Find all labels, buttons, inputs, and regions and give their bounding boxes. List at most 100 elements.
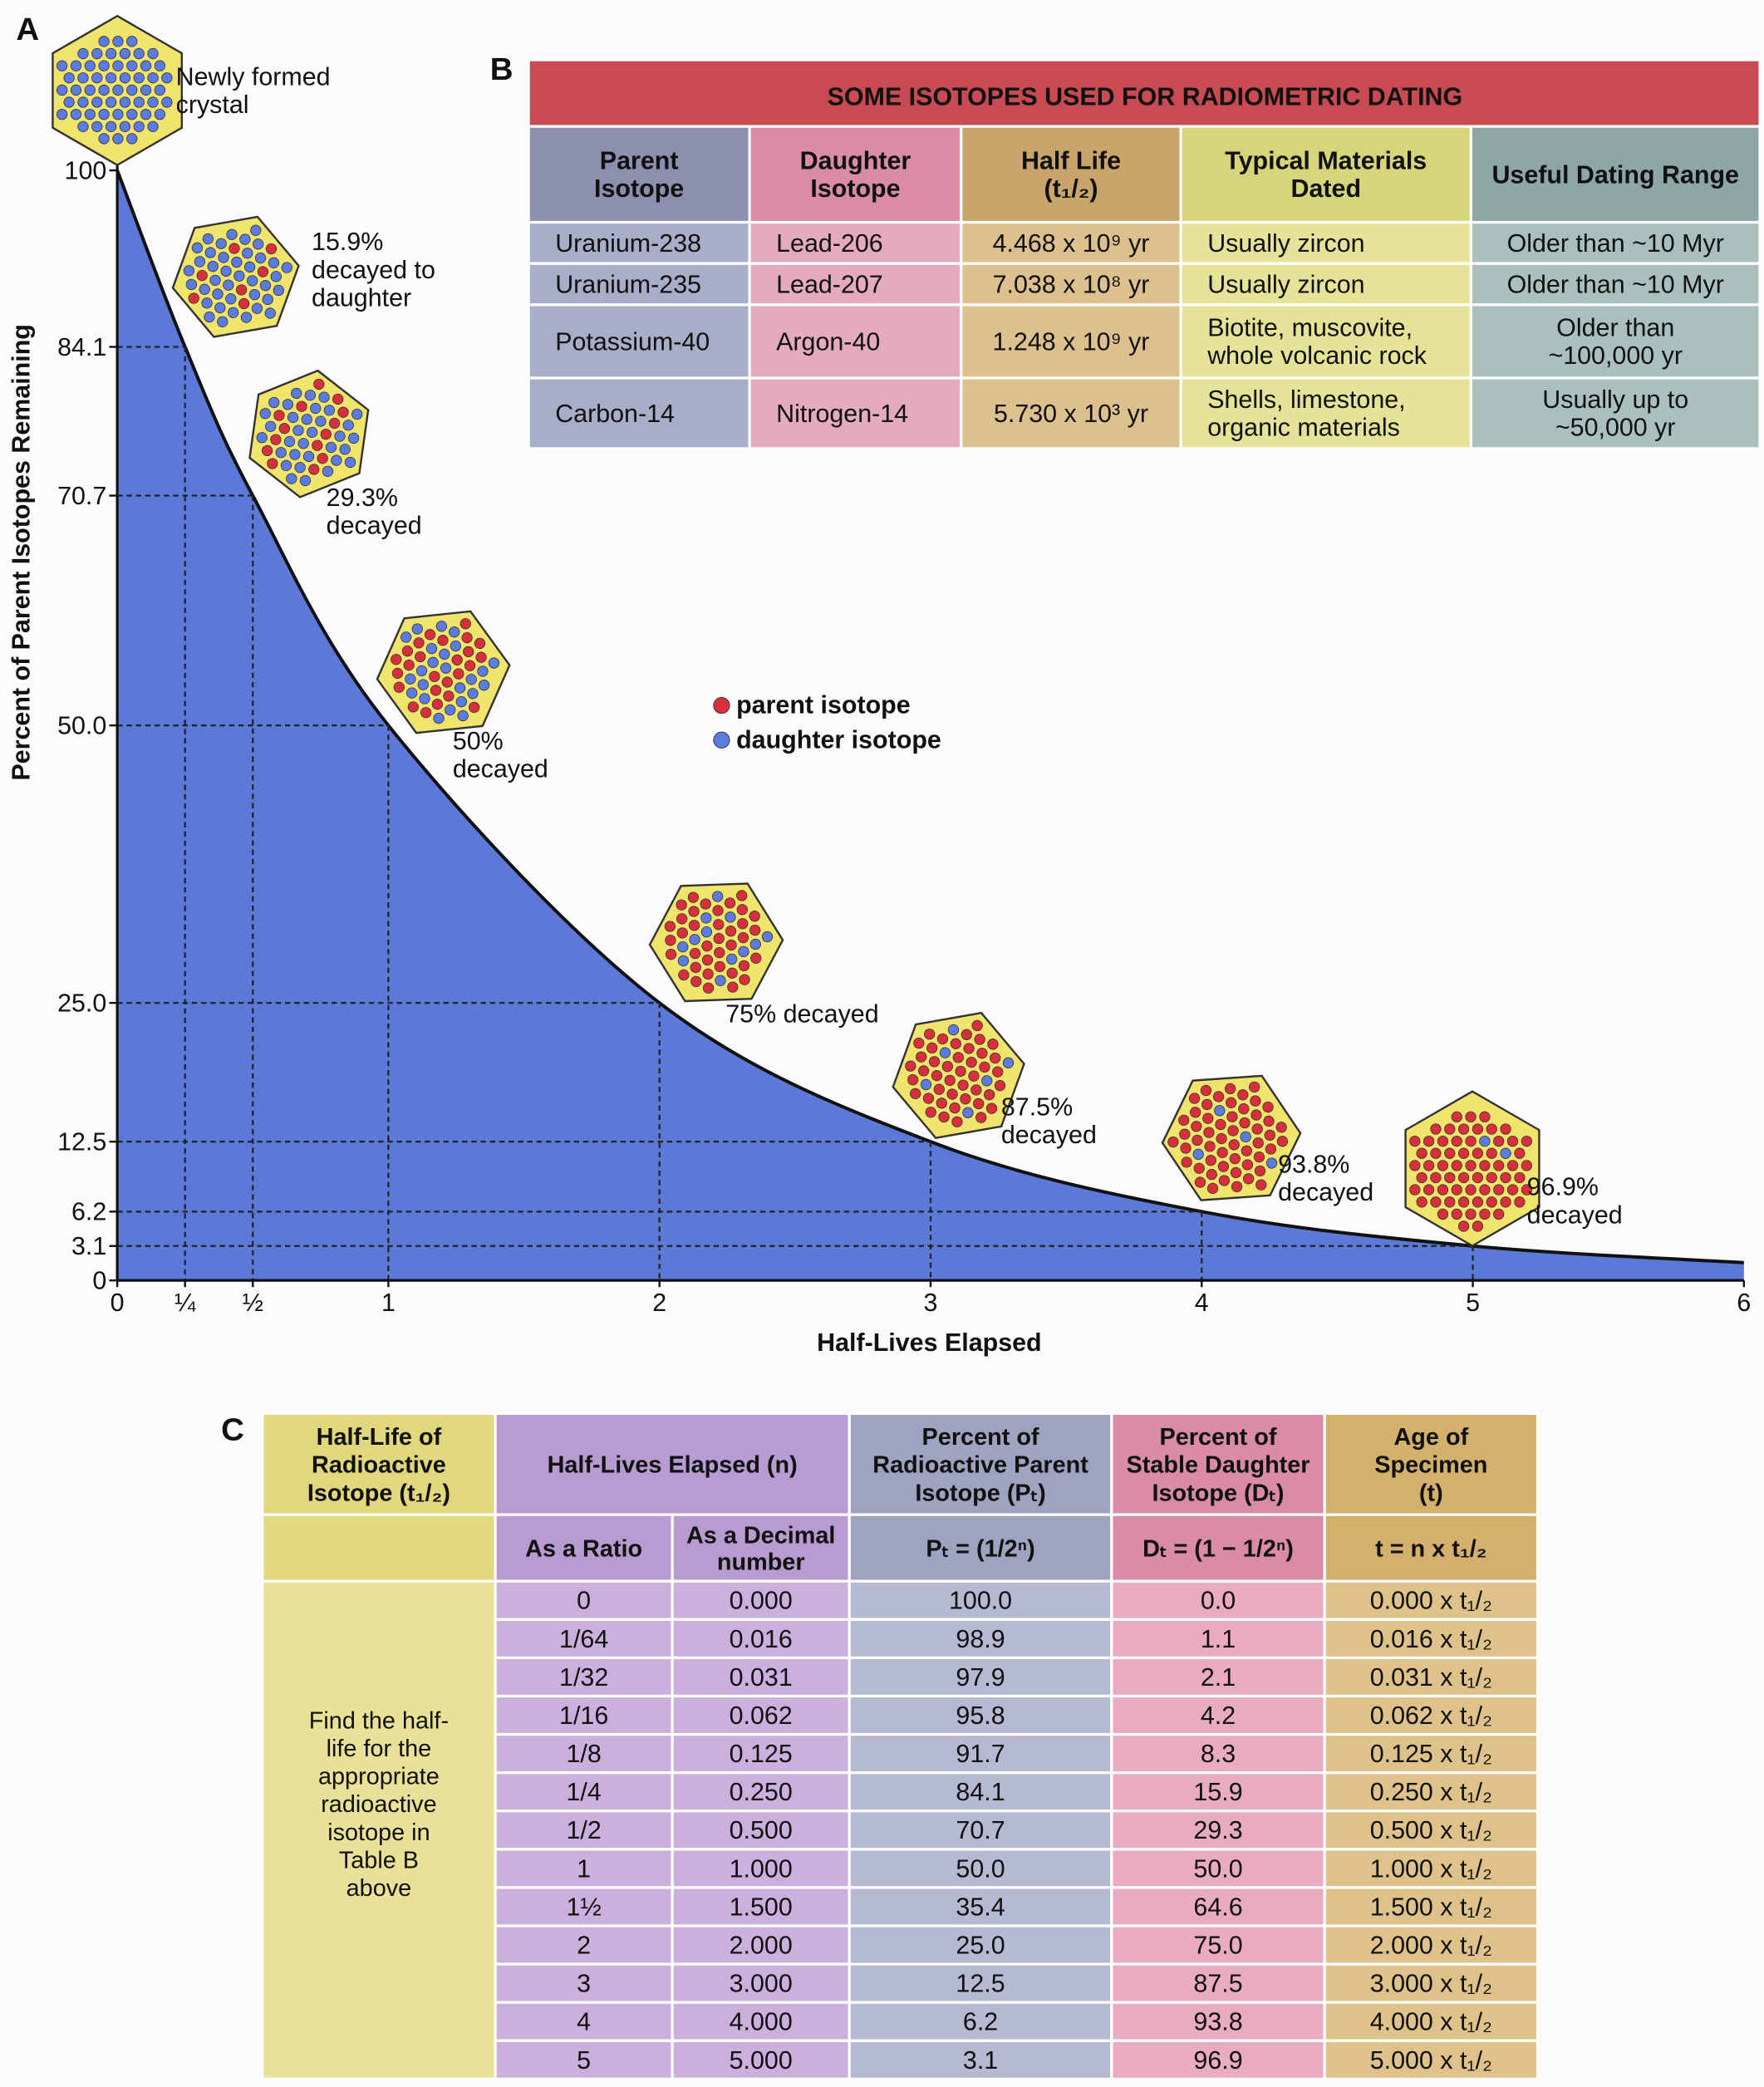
- cell-text: Carbon-14: [555, 400, 675, 428]
- isotope-dot: [944, 1074, 956, 1087]
- cell-text: 0.016 x t₁/₂: [1370, 1625, 1492, 1653]
- isotope-dot: [282, 399, 294, 410]
- cell-text: Argon-40: [776, 327, 880, 356]
- isotope-dot: [474, 637, 486, 650]
- isotope-dot: [700, 898, 711, 910]
- table-cell: [494, 1656, 674, 1698]
- isotope-dot: [440, 662, 452, 674]
- annotation: 87.5%: [1001, 1093, 1073, 1122]
- isotope-dot: [420, 707, 432, 719]
- cell-text: Uranium-238: [555, 229, 701, 258]
- column-header: Specimen: [1374, 1452, 1487, 1479]
- isotope-dot: [465, 674, 477, 685]
- panel-letter: A: [16, 12, 39, 47]
- isotope-dot: [185, 278, 198, 291]
- isotope-dot: [1192, 1134, 1203, 1147]
- isotope-dot: [77, 72, 89, 84]
- note-text: life for the: [327, 1736, 432, 1762]
- isotope-dot: [975, 1112, 987, 1123]
- table-cell: [1323, 1810, 1540, 1851]
- cell-text: 7.038 x 10⁸ yr: [993, 270, 1150, 298]
- annotation: daughter: [312, 283, 411, 312]
- isotope-dot: [676, 927, 688, 939]
- isotope-dot: [405, 673, 416, 685]
- isotope-dot: [1437, 1135, 1449, 1147]
- isotope-dot: [119, 120, 131, 133]
- isotope-dot: [469, 701, 480, 714]
- isotope-dot: [689, 947, 701, 960]
- header-cell: [848, 1412, 1113, 1516]
- cell-text: 8.3: [1201, 1740, 1236, 1768]
- isotope-dot: [1465, 1184, 1477, 1196]
- isotope-dot: [315, 415, 327, 427]
- isotope-dot: [1500, 1196, 1511, 1208]
- isotope-dot: [154, 84, 166, 96]
- isotope-dot: [204, 311, 215, 323]
- isotope-dot: [1437, 1208, 1449, 1220]
- isotope-dot: [1423, 1184, 1435, 1196]
- isotope-dot: [439, 648, 450, 660]
- isotope-dot: [920, 1078, 932, 1091]
- isotope-dot: [289, 449, 301, 460]
- isotope-dot: [1451, 1135, 1462, 1147]
- cell-text: 5.000 x t₁/₂: [1370, 2046, 1492, 2075]
- isotope-dot: [1190, 1107, 1201, 1118]
- isotope-dot: [244, 261, 256, 273]
- cell-text: 2.000: [730, 1931, 793, 1959]
- subheader: Pₜ = (1/2ⁿ): [926, 1536, 1034, 1563]
- isotope-dot: [1265, 1157, 1278, 1169]
- isotope-dot: [443, 690, 455, 702]
- cell-text: 3.000 x t₁/₂: [1370, 1970, 1492, 1998]
- isotope-dot: [1192, 1148, 1204, 1160]
- table-cell: [1323, 1848, 1540, 1889]
- isotope-dot: [1231, 1181, 1243, 1193]
- isotope-dot: [1249, 1081, 1260, 1093]
- isotope-dot: [1409, 1184, 1421, 1196]
- isotope-dot: [701, 940, 713, 952]
- note-text: isotope in: [327, 1819, 430, 1846]
- table-cell: [1323, 1924, 1540, 1966]
- note-text: radioactive: [321, 1791, 436, 1818]
- table-cell: [494, 1694, 674, 1736]
- isotope-dot: [461, 631, 473, 644]
- isotope-dot: [225, 293, 237, 305]
- cell-text: 2.000 x t₁/₂: [1370, 1931, 1492, 1959]
- isotope-dot: [147, 47, 159, 60]
- isotope-dot: [256, 432, 268, 444]
- isotope-dot: [70, 108, 82, 120]
- column-header: Radioactive: [312, 1452, 446, 1479]
- note-text: Table B: [339, 1847, 419, 1873]
- subheader-cell: [671, 1513, 851, 1583]
- isotope-dot: [1226, 1097, 1237, 1108]
- isotope-dot: [726, 953, 738, 965]
- isotope-dot: [450, 640, 462, 652]
- isotope-dot: [1255, 1179, 1267, 1191]
- isotope-dot: [207, 261, 219, 273]
- table-cell: [1323, 1694, 1540, 1736]
- isotope-dot: [1457, 1147, 1470, 1159]
- isotope-dot: [140, 84, 152, 96]
- isotope-dot: [140, 60, 152, 71]
- isotope-dot: [1254, 1165, 1266, 1177]
- isotope-dot: [725, 939, 737, 951]
- isotope-dot: [183, 265, 195, 277]
- isotope-dot: [665, 935, 676, 946]
- isotope-dot: [1451, 1184, 1462, 1196]
- isotope-dot: [715, 975, 726, 986]
- isotope-dot: [217, 316, 228, 327]
- isotope-dot: [1472, 1196, 1484, 1208]
- cell-text: 12.5: [956, 1970, 1005, 1998]
- isotope-dot: [403, 659, 415, 671]
- isotope-dot: [1437, 1160, 1449, 1171]
- isotope-dot: [1506, 1135, 1519, 1147]
- isotope-dot: [970, 1084, 982, 1096]
- cell-text: 0.125 x t₁/₂: [1370, 1740, 1492, 1768]
- note-cell: [261, 1579, 497, 2080]
- isotope-dot: [91, 120, 103, 133]
- isotope-dot: [947, 1024, 960, 1036]
- isotope-dot: [907, 1074, 919, 1086]
- isotope-dot: [992, 1066, 1004, 1078]
- isotope-dot: [750, 952, 762, 964]
- isotope-dot: [687, 891, 700, 903]
- cell-text: 25.0: [956, 1931, 1005, 1959]
